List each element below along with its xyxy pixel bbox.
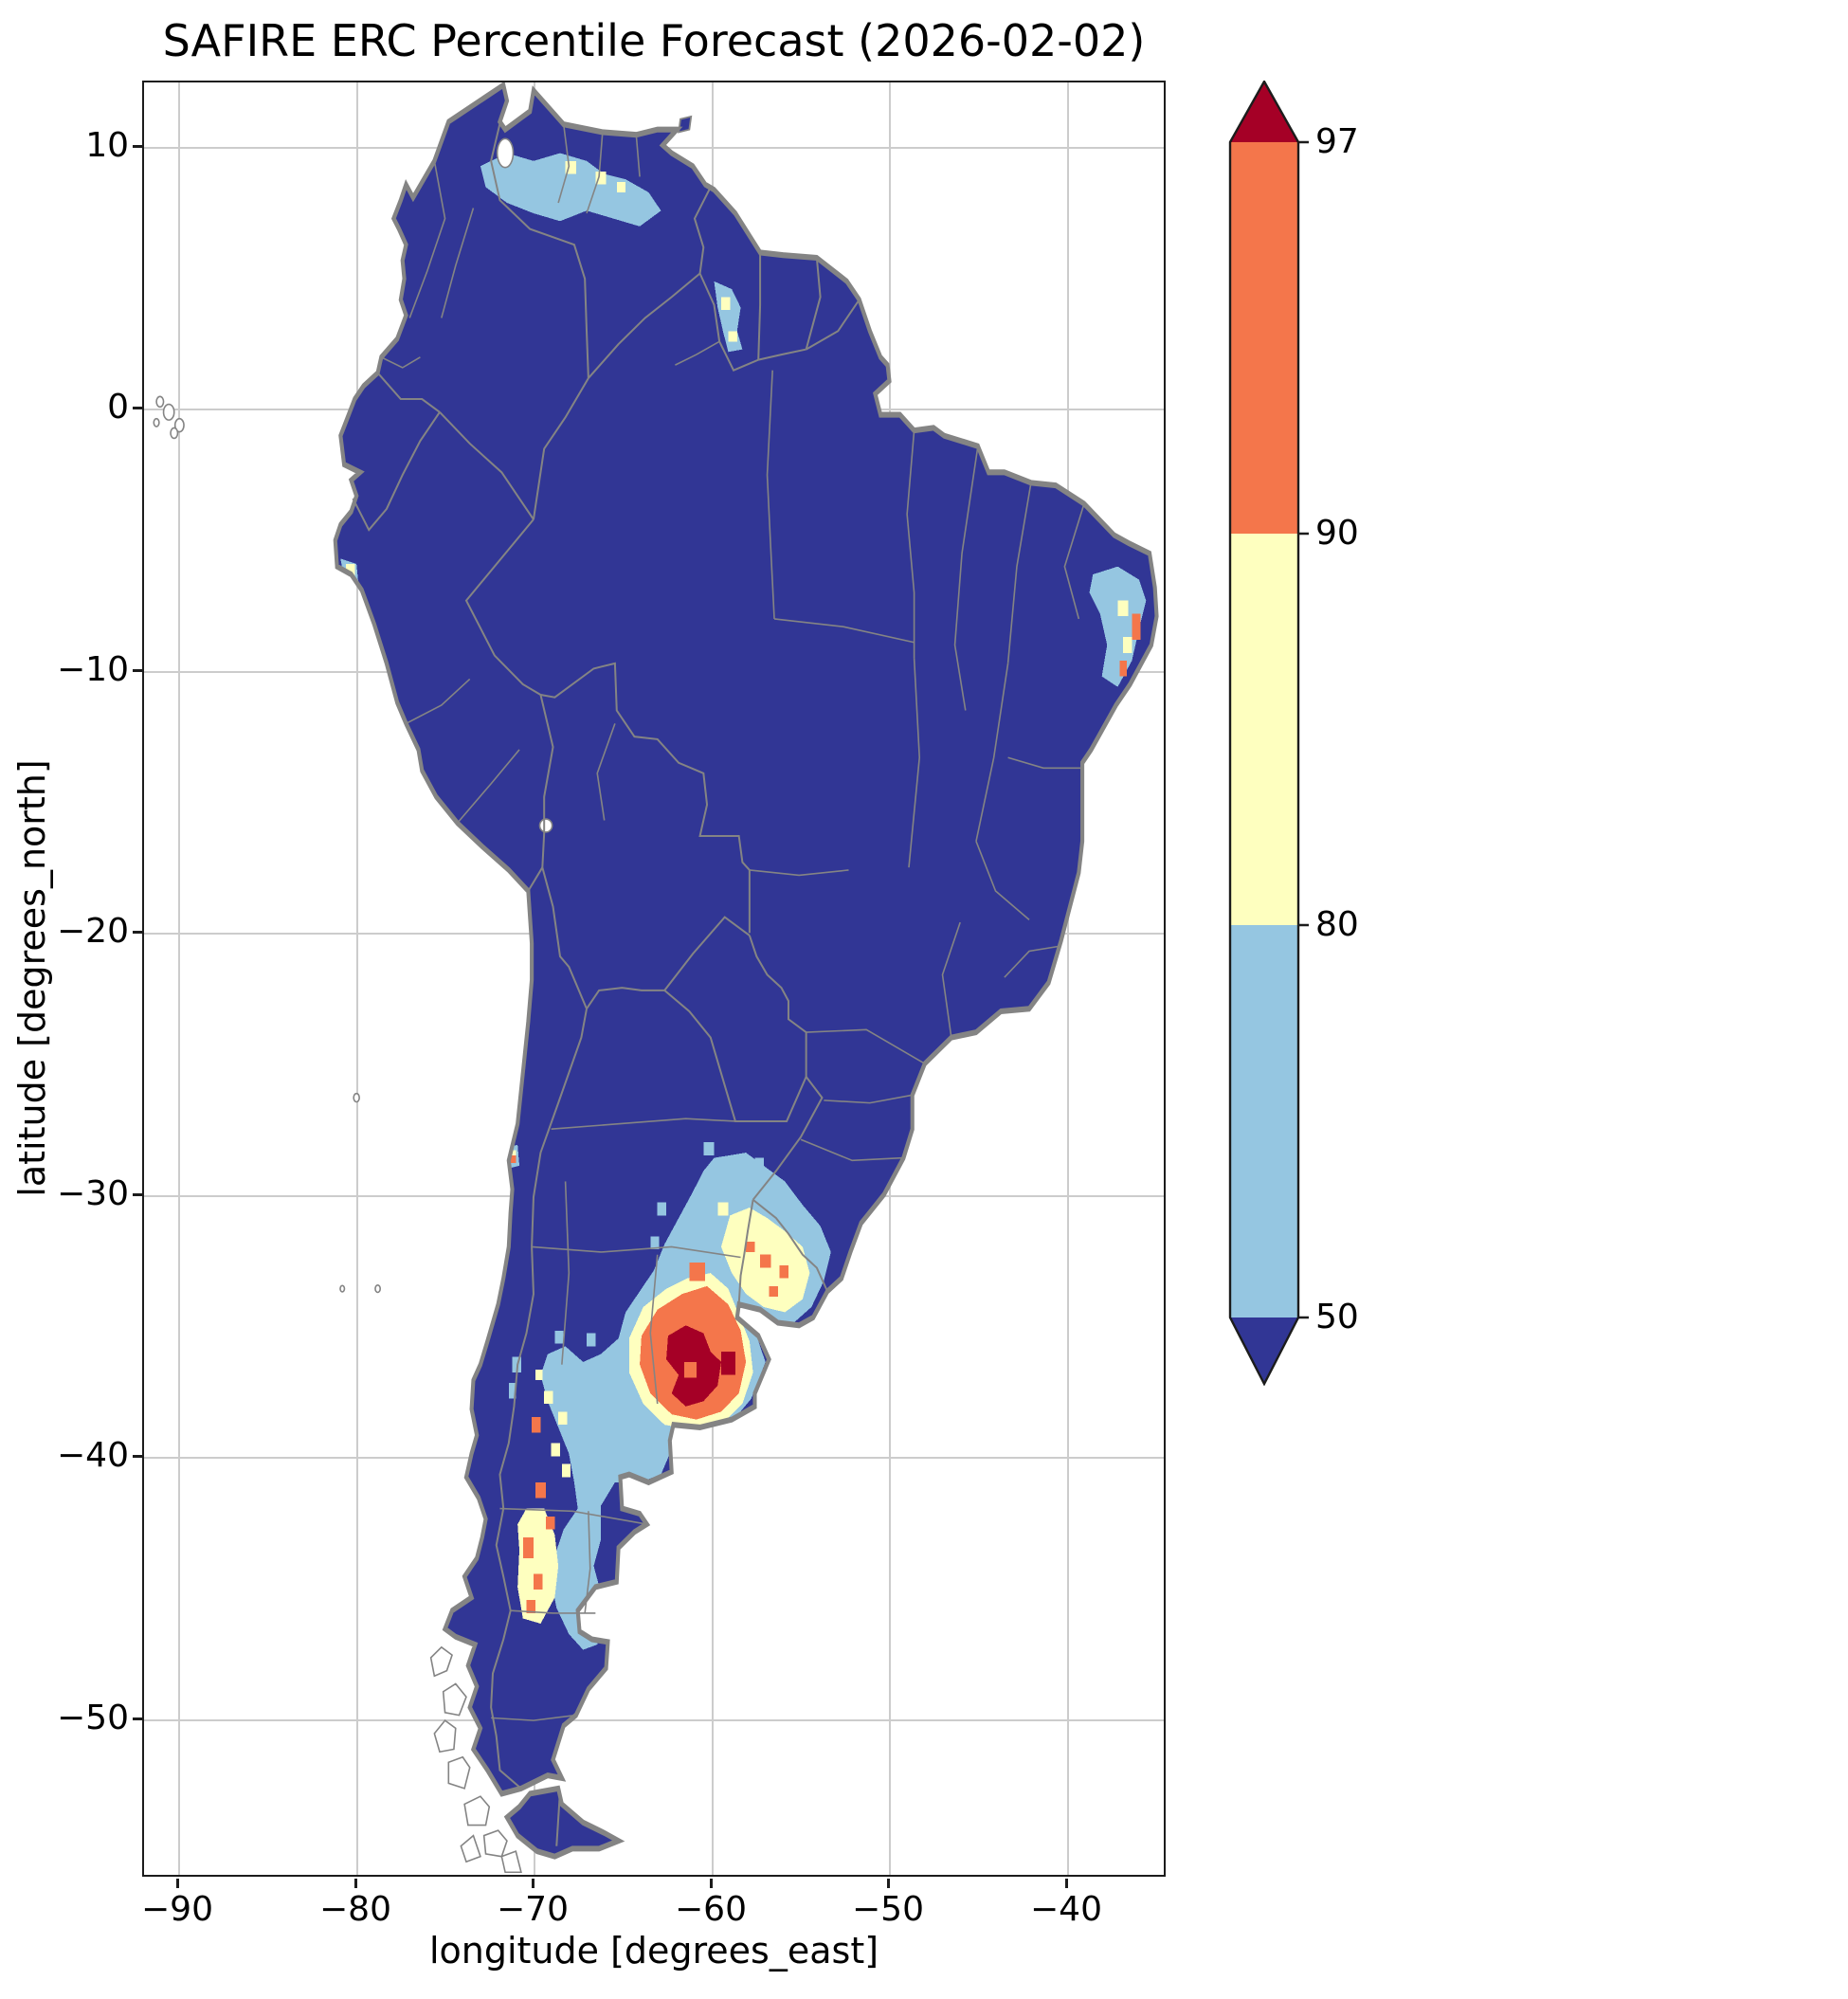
x-tick — [887, 1879, 890, 1888]
y-axis-label: latitude [degrees_north] — [11, 759, 53, 1197]
x-axis-label: longitude [degrees_east] — [428, 1930, 879, 1972]
colorbar-tick-label: 80 — [1315, 905, 1359, 944]
colorbar-tick-label: 90 — [1315, 514, 1359, 553]
galapagos-islands — [154, 396, 184, 438]
x-tick — [710, 1879, 713, 1888]
x-tick-label: −60 — [675, 1890, 747, 1929]
pacific-islets — [340, 1094, 380, 1293]
percentile-data-layer — [340, 153, 1147, 1650]
lakes — [498, 138, 553, 832]
x-tick-label: −80 — [319, 1890, 391, 1929]
y-tick — [133, 407, 142, 409]
x-tick-label: −90 — [141, 1890, 213, 1929]
y-tick — [133, 1717, 142, 1720]
san-felix-islet — [353, 1094, 359, 1102]
gridline-vertical — [178, 82, 180, 1875]
colorbar-segment-90-97 — [1230, 142, 1298, 534]
x-tick-label: −70 — [497, 1890, 569, 1929]
gridline-vertical — [356, 82, 358, 1875]
trinidad-island — [679, 117, 691, 133]
continent-fill — [335, 84, 1157, 1794]
y-tick-label: −20 — [57, 912, 129, 951]
y-tick — [133, 931, 142, 934]
y-tick-label: −50 — [57, 1699, 129, 1737]
map-plot-area — [142, 81, 1166, 1877]
colorbar-segment-50-80 — [1230, 925, 1298, 1318]
cells-90-97-overlay — [683, 1361, 697, 1378]
y-tick — [133, 1455, 142, 1458]
chart-title: SAFIRE ERC Percentile Forecast (2026-02-… — [162, 15, 1146, 66]
x-tick — [354, 1879, 357, 1888]
colorbar-segment-80-90 — [1230, 534, 1298, 925]
x-tick-label: −50 — [852, 1890, 924, 1929]
y-tick-label: 10 — [85, 126, 129, 165]
south-america-map — [144, 82, 1164, 1875]
y-tick — [133, 1193, 142, 1196]
colorbar-tick-label: 97 — [1315, 122, 1359, 161]
y-tick-label: −10 — [57, 650, 129, 689]
colorbar: 97 90 80 50 — [1223, 79, 1440, 1387]
x-tick — [532, 1879, 534, 1888]
y-tick-label: −40 — [57, 1436, 129, 1475]
admin-borders — [381, 124, 1084, 1720]
juan-fernandez-islet — [340, 1285, 344, 1292]
lake-titicaca — [540, 819, 553, 832]
colorbar-extend-above-97 — [1230, 82, 1298, 142]
y-tick — [133, 669, 142, 672]
colorbar-ramp — [1228, 79, 1309, 1387]
colorbar-ticks — [1298, 140, 1309, 1319]
y-tick-label: −30 — [57, 1174, 129, 1213]
x-tick-label: −40 — [1030, 1890, 1102, 1929]
country-borders — [353, 109, 859, 1846]
gridline-vertical — [1067, 82, 1069, 1875]
y-tick-label: 0 — [107, 388, 129, 427]
x-tick — [1065, 1879, 1068, 1888]
lake-maracaibo — [498, 138, 514, 167]
x-tick — [176, 1879, 179, 1888]
y-tick — [133, 145, 142, 148]
colorbar-tick-label: 50 — [1315, 1298, 1359, 1336]
juan-fernandez-islet — [375, 1285, 380, 1293]
colorbar-extend-below-50 — [1230, 1318, 1298, 1384]
fjord-islands — [431, 1647, 521, 1872]
gridline-horizontal — [144, 1719, 1164, 1721]
